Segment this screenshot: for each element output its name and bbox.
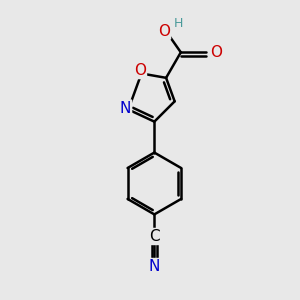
Text: O: O xyxy=(134,63,146,78)
Text: H: H xyxy=(173,17,183,30)
Text: N: N xyxy=(149,259,160,274)
Text: O: O xyxy=(210,45,222,60)
Text: O: O xyxy=(158,24,170,39)
Text: N: N xyxy=(120,100,131,116)
Text: C: C xyxy=(149,229,160,244)
